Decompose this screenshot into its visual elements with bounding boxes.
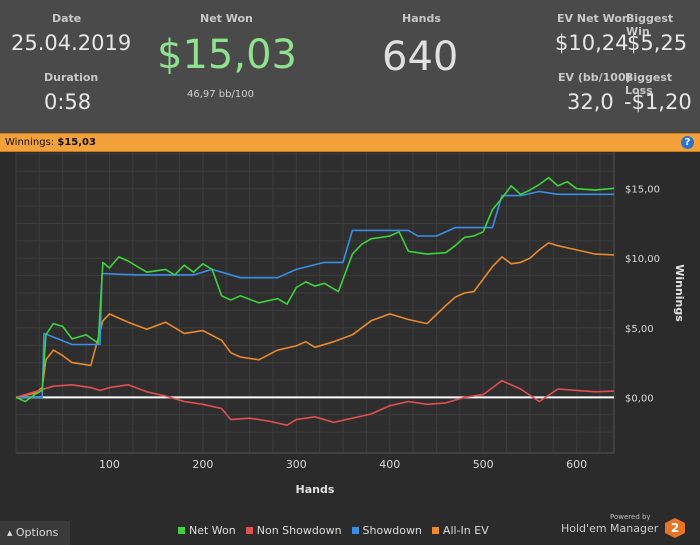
series-line-showdown — [16, 190, 614, 399]
winnings-summary-value: $15,03 — [57, 137, 96, 148]
y-tick-label-0: $0,00 — [625, 393, 654, 404]
x-tick-label-3: 400 — [379, 458, 400, 471]
bb100-value: 46,97 bb/100 — [187, 89, 254, 100]
legend-swatch-3 — [431, 527, 439, 534]
legend-label-2: Showdown — [362, 524, 422, 537]
footer: ▲ Options Net Won Non Showdown Showdown All… — [0, 513, 700, 545]
stats-panel: Date 25.04.2019 Duration 0:58 Net Won $1… — [0, 0, 700, 133]
y-tick-label-1: $5,00 — [625, 324, 654, 335]
ev-net-won-value: $10,24 — [555, 31, 629, 55]
legend-item-2: Showdown — [351, 524, 422, 537]
winnings-chart: 100 200 300 400 500 600 $0,00 $5,00 $10,00 $15,00… — [15, 139, 686, 496]
series-line-net-won — [15, 176, 615, 403]
x-tick-label-2: 300 — [286, 458, 307, 471]
net-won-value: $15,03 — [157, 32, 297, 78]
chart-area: 100 200 300 400 500 600 $0,00 $5,00 $10,00 $15,00… — [0, 139, 700, 545]
help-icon[interactable]: ? — [681, 136, 694, 149]
legend-item-1: Non Showdown — [245, 524, 342, 537]
y-tick-label-2: $10,00 — [625, 254, 660, 265]
y-axis-label: Winnings — [673, 264, 686, 322]
legend-swatch-2 — [351, 527, 359, 534]
x-axis-label: Hands — [296, 483, 335, 496]
winnings-summary-label: Winnings: — [5, 137, 55, 148]
options-button[interactable]: ▲ Options — [0, 521, 70, 545]
x-tick-label-1: 200 — [192, 458, 213, 471]
ev-bb100-label: EV (bb/100) — [558, 71, 631, 84]
chart-legend: Net Won Non Showdown Showdown All-In EV — [178, 524, 499, 537]
ev-bb100-value: 32,0 — [567, 90, 614, 114]
legend-label-3: All-In EV — [442, 524, 489, 537]
biggest-win-value: $5,25 — [627, 31, 688, 55]
date-value: 25.04.2019 — [11, 31, 132, 55]
plot-background — [15, 139, 615, 454]
x-tick-label-0: 100 — [99, 458, 120, 471]
series-line-non-showdown — [15, 379, 615, 427]
legend-label-1: Non Showdown — [256, 524, 342, 537]
biggest-win-label: Biggest Win — [626, 12, 674, 38]
brand-name: Hold'em Manager — [561, 522, 659, 535]
legend-swatch-1 — [245, 527, 253, 534]
duration-label: Duration — [44, 71, 99, 84]
legend-swatch-0 — [178, 527, 185, 534]
y-tick-label-3: $15,00 — [625, 185, 660, 196]
x-tick-label-5: 600 — [566, 458, 587, 471]
duration-value: 0:58 — [44, 90, 92, 114]
winnings-bar: Winnings: $15,03 ? — [0, 133, 700, 152]
options-label: Options — [15, 526, 59, 539]
hands-value: 640 — [382, 34, 459, 80]
triangle-up-icon: ▲ — [7, 529, 13, 537]
hands-label: Hands — [402, 12, 441, 25]
hm2-logo-icon: 2 — [665, 518, 685, 538]
biggest-loss-label: Biggest Loss — [625, 71, 673, 97]
biggest-loss-value: -$1,20 — [624, 90, 692, 114]
legend-item-3: All-In EV — [431, 524, 489, 537]
net-won-label: Net Won — [200, 12, 253, 25]
ev-net-won-label: EV Net Won — [557, 12, 630, 25]
date-label: Date — [52, 12, 82, 25]
legend-item-0: Net Won — [178, 524, 236, 537]
powered-by-label: Powered by — [610, 513, 651, 521]
x-tick-label-4: 500 — [473, 458, 494, 471]
legend-label-0: Net Won — [189, 524, 236, 537]
winnings-summary: Winnings: $15,03 — [5, 134, 96, 151]
